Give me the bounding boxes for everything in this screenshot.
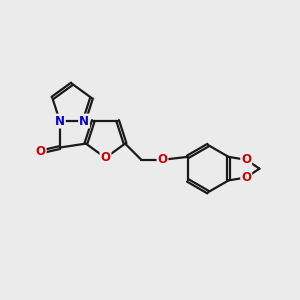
Text: N: N — [55, 115, 65, 128]
Text: N: N — [79, 115, 89, 128]
Text: O: O — [100, 151, 110, 164]
Text: O: O — [158, 153, 167, 166]
Text: O: O — [36, 146, 46, 158]
Text: O: O — [241, 171, 251, 184]
Text: O: O — [241, 153, 251, 166]
